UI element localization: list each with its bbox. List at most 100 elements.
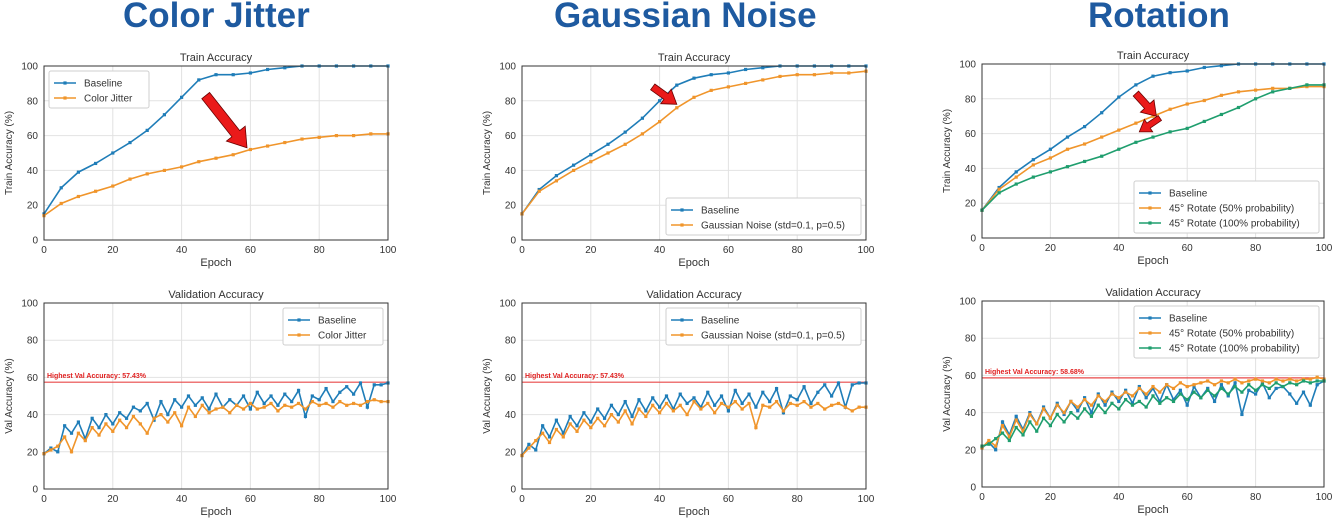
data-point bbox=[575, 429, 579, 433]
data-point bbox=[300, 137, 304, 141]
data-point bbox=[740, 401, 744, 406]
data-point bbox=[1199, 381, 1203, 385]
data-point bbox=[1295, 379, 1299, 383]
data-point bbox=[221, 405, 225, 409]
series-1 bbox=[520, 64, 868, 216]
data-point bbox=[131, 414, 136, 419]
data-point bbox=[847, 71, 851, 75]
data-point bbox=[241, 407, 246, 411]
chart-title: Validation Accuracy bbox=[1105, 287, 1201, 299]
data-point bbox=[290, 405, 294, 409]
data-point bbox=[1007, 435, 1011, 439]
data-point bbox=[1226, 392, 1230, 396]
data-point bbox=[630, 414, 634, 419]
legend-marker bbox=[680, 208, 684, 212]
data-point bbox=[56, 450, 60, 454]
data-point bbox=[1206, 388, 1210, 392]
data-point bbox=[1288, 381, 1292, 385]
data-point bbox=[1271, 86, 1275, 90]
data-point bbox=[692, 76, 696, 80]
series-line bbox=[521, 65, 866, 215]
data-point bbox=[248, 407, 252, 411]
train-accuracy-chart-gaussian-noise: Train Accuracy 0 20 40 60 80 100 0 20 40 60 80 100 Ep… bbox=[482, 52, 875, 269]
legend-label: Baseline bbox=[84, 79, 123, 90]
y-tick-label: 60 bbox=[505, 373, 517, 384]
data-point bbox=[664, 394, 669, 398]
data-point bbox=[262, 401, 266, 406]
legend-label: Baseline bbox=[701, 316, 740, 327]
x-tick-label: 100 bbox=[858, 245, 875, 256]
data-point bbox=[1254, 392, 1258, 396]
x-tick-label: 100 bbox=[1316, 492, 1333, 503]
data-point bbox=[1158, 390, 1162, 394]
y-axis-label: Val Accuracy (%) bbox=[4, 358, 15, 433]
data-point bbox=[1192, 383, 1196, 387]
data-point bbox=[778, 74, 782, 79]
data-point bbox=[145, 431, 149, 435]
data-point bbox=[1048, 147, 1052, 151]
data-point bbox=[1192, 390, 1196, 394]
x-tick-label: 0 bbox=[519, 494, 525, 505]
data-point bbox=[719, 401, 724, 406]
data-point bbox=[1014, 170, 1018, 174]
data-point bbox=[1083, 142, 1087, 146]
data-point bbox=[1103, 403, 1107, 407]
data-point bbox=[207, 407, 211, 411]
y-tick-label: 40 bbox=[965, 164, 977, 175]
data-point bbox=[1151, 74, 1155, 78]
data-point bbox=[699, 405, 703, 409]
data-point bbox=[166, 420, 170, 424]
chart-title: Train Accuracy bbox=[658, 52, 731, 64]
plot-frame bbox=[43, 302, 389, 490]
series-2 bbox=[980, 375, 1326, 450]
series-line bbox=[981, 380, 1325, 452]
train-accuracy-chart-color-jitter: Train Accuracy 0 20 40 60 80 100 0 20 40 60 80 100 Ep… bbox=[4, 52, 397, 269]
y-tick-label: 40 bbox=[505, 166, 517, 177]
data-point bbox=[1069, 411, 1073, 415]
data-point bbox=[596, 407, 600, 411]
data-point bbox=[1171, 386, 1176, 391]
data-point bbox=[623, 399, 627, 404]
y-tick-label: 60 bbox=[965, 371, 977, 382]
data-point bbox=[228, 398, 232, 402]
data-point bbox=[987, 440, 991, 444]
data-point bbox=[1308, 403, 1312, 407]
data-point bbox=[1171, 397, 1176, 402]
data-point bbox=[276, 403, 280, 407]
legend-marker bbox=[680, 333, 684, 337]
data-point bbox=[269, 401, 273, 406]
data-point bbox=[802, 399, 806, 404]
data-point bbox=[761, 66, 765, 70]
legend-marker bbox=[1148, 346, 1152, 350]
data-point bbox=[152, 416, 156, 420]
data-point bbox=[1254, 388, 1258, 392]
data-point bbox=[850, 409, 854, 413]
data-point bbox=[145, 128, 149, 132]
data-point bbox=[1219, 93, 1223, 97]
data-point bbox=[358, 403, 363, 407]
data-point bbox=[754, 426, 758, 430]
data-point bbox=[76, 170, 80, 174]
data-point bbox=[1185, 397, 1189, 402]
data-point bbox=[180, 95, 184, 99]
y-tick-label: 20 bbox=[27, 447, 39, 458]
data-point bbox=[1202, 98, 1206, 103]
data-point bbox=[1130, 394, 1135, 398]
data-point bbox=[527, 442, 531, 446]
y-tick-label: 40 bbox=[27, 410, 39, 421]
data-point bbox=[733, 399, 737, 404]
legend-marker bbox=[1148, 191, 1152, 195]
data-point bbox=[1083, 125, 1087, 129]
legend-box bbox=[665, 197, 862, 236]
y-tick-label: 40 bbox=[505, 410, 517, 421]
data-point bbox=[1308, 377, 1312, 381]
data-point bbox=[94, 161, 98, 166]
x-tick-label: 60 bbox=[1182, 243, 1194, 254]
data-point bbox=[1260, 379, 1265, 383]
data-point bbox=[269, 394, 273, 398]
data-point bbox=[1288, 86, 1292, 90]
y-tick-label: 0 bbox=[32, 485, 38, 496]
data-point bbox=[781, 411, 786, 415]
data-point bbox=[111, 151, 115, 155]
data-point bbox=[334, 134, 338, 138]
